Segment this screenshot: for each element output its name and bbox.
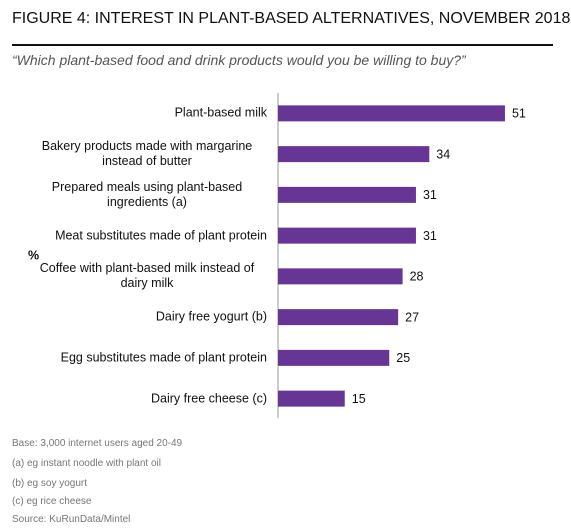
bar: [278, 186, 416, 203]
footnote: (b) eg soy yogurt: [12, 478, 88, 489]
value-label: 31: [423, 188, 437, 202]
category-label: Meat substitutes made of plant protein: [27, 228, 267, 243]
bar: [278, 349, 390, 366]
value-label: 31: [423, 229, 437, 243]
category-label: Dairy free cheese (c): [27, 391, 267, 406]
category-text: Meat substitutes made of plant protein: [55, 228, 267, 243]
value-label: 25: [396, 351, 410, 365]
value-label: 51: [512, 107, 526, 121]
category-label: Coffee with plant-based milk instead of …: [27, 261, 267, 291]
value-label: 28: [410, 270, 424, 284]
bar: [278, 390, 345, 407]
category-text: Dairy free cheese (c): [150, 391, 267, 406]
category-label: Egg substitutes made of plant protein: [27, 350, 267, 365]
category-label: Plant-based milk: [27, 106, 267, 121]
y-axis-label: %: [28, 248, 39, 262]
footnote: Base: 3,000 internet users aged 20-49: [12, 438, 183, 449]
category-label: Bakery products made with margarine inst…: [27, 139, 267, 169]
source: Source: KuRunData/Mintel: [12, 514, 131, 525]
bar: [278, 105, 505, 122]
bar: [278, 268, 403, 285]
footnote: (a) eg instant noodle with plant oil: [12, 458, 161, 469]
chart-title: FIGURE 4: INTEREST IN PLANT-BASED ALTERN…: [12, 10, 571, 27]
bar: [278, 227, 416, 244]
value-label: 27: [405, 310, 419, 324]
value-label: 34: [436, 147, 450, 161]
category-label: Prepared meals using plant-based ingredi…: [27, 180, 267, 210]
category-text: Prepared meals using plant-based ingredi…: [51, 179, 243, 209]
bar: [278, 146, 430, 163]
chart-subtitle: “Which plant-based food and drink produc…: [12, 52, 466, 68]
category-text: Coffee with plant-based milk instead of …: [39, 261, 255, 291]
category-text: Bakery products made with margarine inst…: [41, 139, 253, 169]
footnote: (c) eg rice cheese: [12, 496, 92, 507]
category-text: Dairy free yogurt (b): [155, 309, 267, 324]
bar: [278, 309, 399, 326]
value-label: 15: [352, 392, 366, 406]
category-label: Dairy free yogurt (b): [27, 310, 267, 325]
title-rule: [12, 44, 553, 46]
category-text: Egg substitutes made of plant protein: [60, 350, 267, 365]
category-text: Plant-based milk: [174, 105, 267, 120]
